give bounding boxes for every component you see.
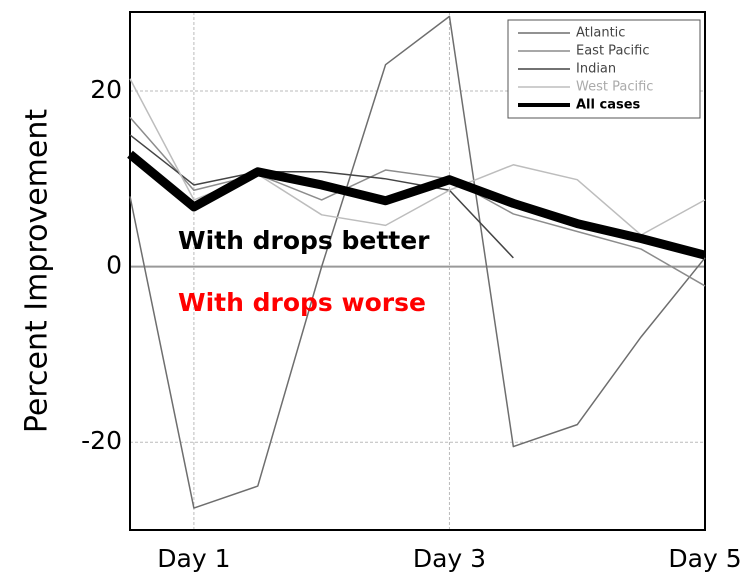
- legend: Atlantic East Pacific Indian West Pacific Al…: [507, 19, 701, 119]
- series-line: [127, 150, 707, 260]
- legend-label: West Pacific: [576, 80, 653, 95]
- y-tick-label: 0: [106, 251, 122, 280]
- plot-frame: [129, 11, 706, 531]
- legend-label: All cases: [576, 98, 641, 113]
- x-tick-label: Day 3: [413, 544, 486, 573]
- x-tick-label: Day 1: [157, 544, 230, 573]
- y-axis-label: Percent Improvement: [20, 109, 55, 433]
- y-tick-label: -20: [81, 426, 122, 455]
- legend-box: [507, 19, 701, 119]
- legend-label: Indian: [576, 62, 616, 77]
- annotation: With drops worse: [178, 288, 426, 317]
- legend-label: East Pacific: [576, 44, 650, 59]
- series-line: [129, 15, 706, 509]
- annotation: With drops better: [178, 226, 430, 255]
- series-line: [129, 116, 706, 287]
- y-tick-label: 20: [90, 75, 122, 104]
- legend-label: Atlantic: [576, 26, 625, 41]
- x-tick-label: Day 5: [668, 544, 741, 573]
